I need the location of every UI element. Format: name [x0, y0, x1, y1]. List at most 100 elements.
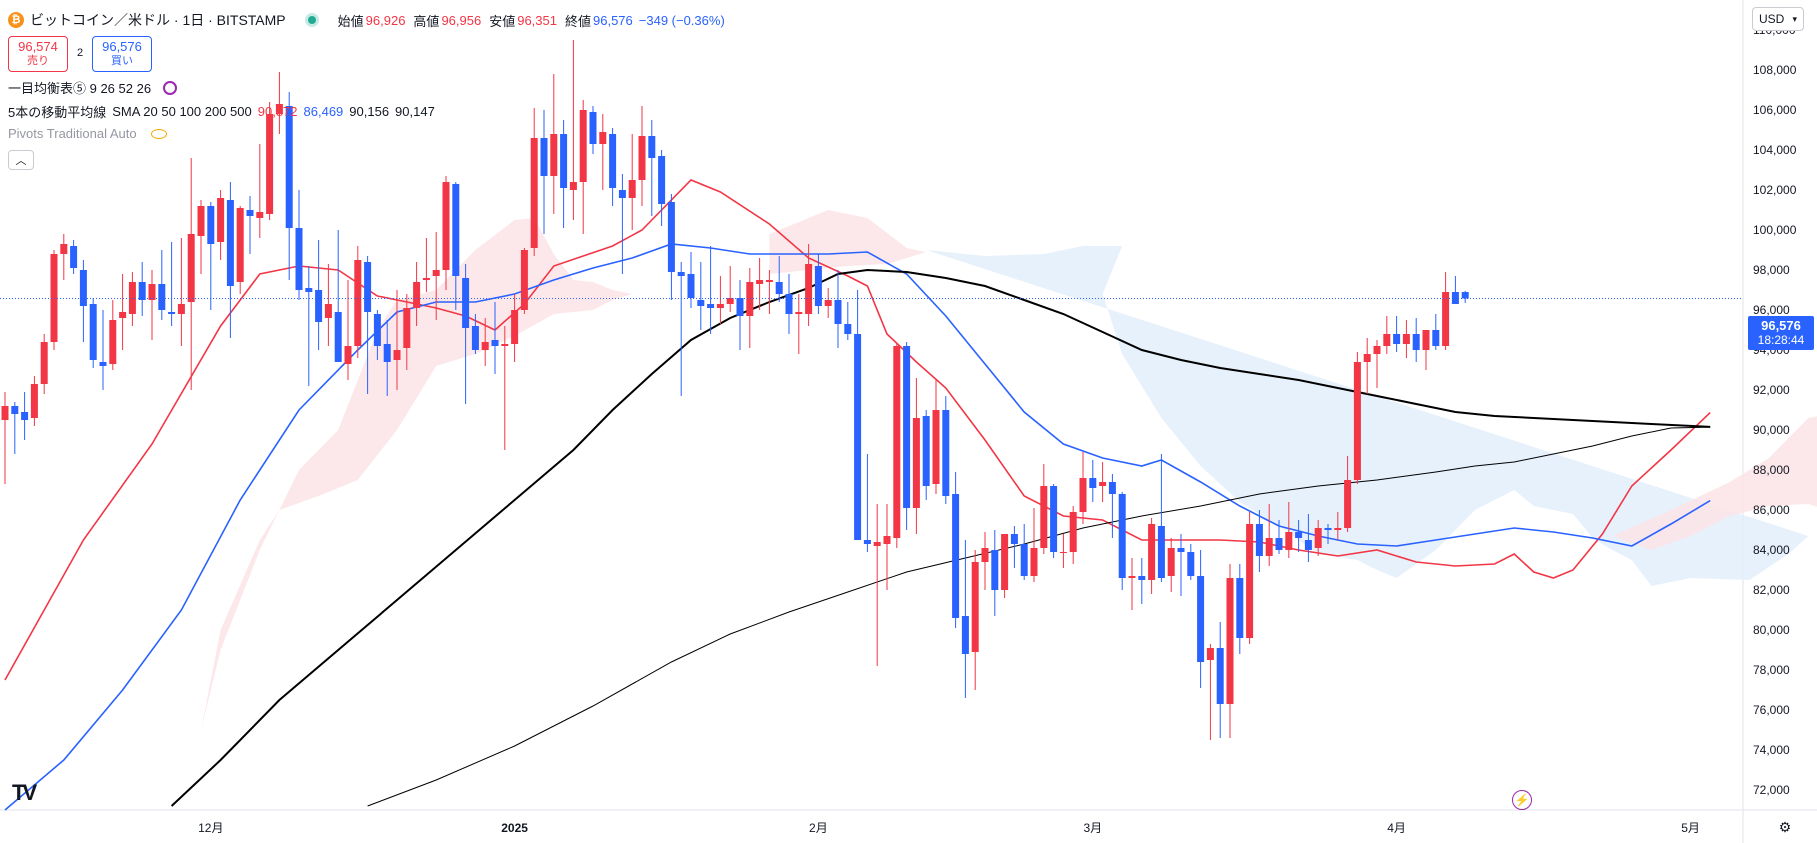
candle [1030, 508, 1038, 582]
candle [1197, 550, 1205, 688]
candle-body [628, 180, 636, 198]
candle-body [863, 540, 871, 544]
candle [413, 262, 421, 326]
ichimoku-label: 一目均衡表⑤ 9 26 52 26 [8, 81, 152, 96]
candle-body [373, 314, 381, 346]
close-label: 終値 [564, 13, 591, 29]
ma-line-sma-50 [4, 243, 1711, 811]
ichimoku-cloud-2 [926, 246, 1809, 586]
candle [50, 250, 58, 350]
candle [373, 310, 381, 360]
candle [912, 378, 920, 534]
candle-body [1157, 526, 1165, 578]
indicator-pivots[interactable]: Pivots Traditional Auto [8, 126, 173, 141]
x-tick-label: 12月 [198, 821, 223, 835]
candle-body [1383, 334, 1391, 346]
candle-body [511, 310, 519, 344]
candle [236, 206, 244, 294]
candle [746, 268, 754, 348]
candle-body [413, 282, 421, 308]
candle-body [932, 410, 940, 484]
candle [21, 392, 29, 440]
candle [295, 190, 303, 300]
pivots-label: Pivots Traditional Auto [8, 126, 137, 141]
candle [1187, 544, 1195, 580]
candle-body [1402, 334, 1410, 344]
candle [119, 274, 127, 350]
candle-body [971, 562, 979, 652]
candle [1255, 510, 1263, 572]
candle [648, 120, 656, 216]
candle-body [795, 312, 803, 314]
sync-icon[interactable] [163, 80, 178, 95]
candle-body [756, 280, 764, 284]
candle-body [207, 206, 215, 244]
candle-body [1236, 578, 1244, 638]
lightning-icon[interactable]: ⚡ [1512, 790, 1532, 810]
tradingview-logo-icon[interactable]: TV [12, 780, 37, 805]
buy-button[interactable]: 96,576 買い [92, 36, 152, 72]
candle-body [609, 134, 617, 188]
currency-value: USD [1759, 12, 1785, 26]
candle [89, 298, 97, 368]
candle-body [550, 134, 558, 176]
collapse-indicators-button[interactable]: ︿ [8, 150, 34, 170]
candle-body [217, 198, 225, 242]
candle-body [177, 304, 185, 314]
candle [128, 272, 136, 326]
candle [677, 262, 685, 396]
hidden-eye-icon[interactable] [150, 128, 167, 139]
gear-icon[interactable]: ⚙ [1778, 818, 1792, 835]
candle [1050, 484, 1058, 558]
sell-price: 96,574 [18, 39, 58, 54]
candle [716, 276, 724, 324]
currency-select[interactable]: USD ▾ [1752, 7, 1804, 31]
candle [952, 472, 960, 628]
symbol-title[interactable]: ビットコイン／米ドル · 1日 · BITSTAMP [30, 12, 286, 28]
candle [1226, 564, 1234, 738]
y-tick-label: 104,000 [1753, 143, 1797, 157]
sell-button[interactable]: 96,574 売り [8, 36, 68, 72]
candle [903, 342, 911, 530]
candle-body [158, 284, 166, 310]
candle-body [540, 138, 548, 176]
indicator-sma[interactable]: 5本の移動平均線 SMA 20 50 100 200 500 90,872 86… [8, 102, 441, 121]
x-tick-label: 5月 [1681, 821, 1700, 835]
candle-body [618, 190, 626, 198]
candle [187, 158, 195, 390]
candle [991, 530, 999, 616]
candle [1275, 520, 1283, 554]
candle-body [805, 264, 813, 314]
candle [707, 246, 715, 334]
candle-body [334, 312, 342, 362]
candle-body [873, 542, 881, 546]
candle [726, 266, 734, 312]
candle [756, 258, 764, 310]
candle-body [354, 260, 362, 346]
y-tick-label: 108,000 [1753, 63, 1797, 77]
candle [344, 280, 352, 380]
candle [1010, 526, 1018, 568]
candle [1422, 330, 1430, 370]
symbol-header[interactable]: ₿ ビットコイン／米ドル · 1日 · BITSTAMP 始値 96,926 高値… [8, 9, 725, 31]
indicator-ichimoku[interactable]: 一目均衡表⑤ 9 26 52 26 [8, 78, 183, 97]
candle-body [765, 280, 773, 282]
candle-body [1118, 494, 1126, 578]
candle-body [1059, 552, 1067, 553]
candle-body [648, 136, 656, 158]
candle-body [922, 416, 930, 486]
candle-body [687, 274, 695, 298]
y-tick-label: 96,000 [1753, 303, 1790, 317]
candle-body [109, 320, 117, 364]
candle-body [1010, 534, 1018, 544]
bitcoin-icon: ₿ [8, 12, 24, 28]
candle-body [1442, 292, 1450, 346]
candle [814, 254, 822, 314]
candle-body [138, 282, 146, 300]
candle-body [746, 282, 754, 316]
y-tick-label: 88,000 [1753, 463, 1790, 477]
y-tick-label: 80,000 [1753, 623, 1790, 637]
candle-body [1138, 576, 1146, 580]
candle-body [393, 350, 401, 360]
